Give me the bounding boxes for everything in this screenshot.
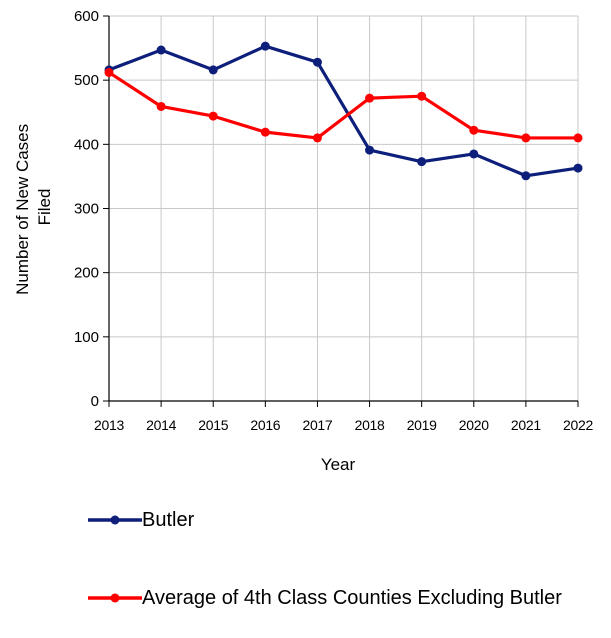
y-tick-label: 600 [74,8,99,25]
legend-marker-average [88,593,142,603]
x-tick-label: 2022 [563,417,593,433]
data-point-butler [156,45,166,55]
legend-label-average: Average of 4th Class Counties Excluding … [142,587,562,609]
data-point-butler [417,157,427,167]
data-point-butler [260,41,270,51]
legend-dot-average [110,593,120,603]
x-tick-label: 2020 [459,417,489,433]
y-tick-label: 500 [74,72,99,89]
data-point-butler [312,57,322,67]
data-point-average [469,125,479,135]
legend-label-butler: Butler [142,509,195,531]
x-tick-label: 2019 [407,417,437,433]
legend-item-butler: Butler [88,505,608,535]
x-tick-label: 2014 [146,417,176,433]
gridlines [109,15,579,401]
y-axis-title: Number of New Cases Filed [13,119,54,295]
y-axis-title-line-2: Filed [35,189,54,226]
data-point-average [208,111,218,121]
data-point-average [573,133,583,143]
y-axis-ticks: 0 100 200 300 400 500 600 [74,8,109,410]
data-point-average [365,93,375,103]
series-line-butler [108,44,579,178]
data-point-average [312,133,322,143]
x-tick-label: 2013 [94,417,124,433]
y-tick-label: 400 [74,136,99,153]
y-tick-label: 300 [74,201,99,218]
y-axis-title-line-1: Number of New Cases [13,124,32,295]
x-tick-label: 2017 [302,417,332,433]
data-point-average [521,133,531,143]
x-tick-label: 2016 [250,417,280,433]
data-point-average [417,91,427,101]
legend-dot-butler [110,515,120,525]
data-point-butler [365,145,375,155]
x-axis-ticks: 2013 2014 2015 2016 2017 2018 2019 2020 2021 2022 [94,401,594,433]
x-tick-label: 2018 [355,417,385,433]
y-tick-label: 200 [74,265,99,282]
y-tick-label: 0 [91,393,99,410]
y-tick-label: 100 [74,329,99,346]
data-point-average [260,127,270,137]
data-point-butler [521,171,531,181]
legend-swatch-butler [88,505,142,535]
series-line-average [108,71,578,140]
data-point-butler [469,149,479,159]
x-axis-title: Year [321,455,356,474]
data-point-average [156,101,166,111]
series-lines [104,41,583,181]
data-point-butler [208,65,218,75]
x-tick-label: 2015 [198,417,228,433]
data-point-average [104,67,114,77]
legend-item-average: Average of 4th Class Counties Excluding … [88,583,608,613]
legend-marker-butler [88,515,142,525]
legend-swatch-average [88,583,142,613]
line-chart: 0 100 200 300 400 500 600 2013 2014 2015 2016 2017… [13,8,594,474]
data-point-butler [573,163,583,173]
x-tick-label: 2021 [511,417,541,433]
